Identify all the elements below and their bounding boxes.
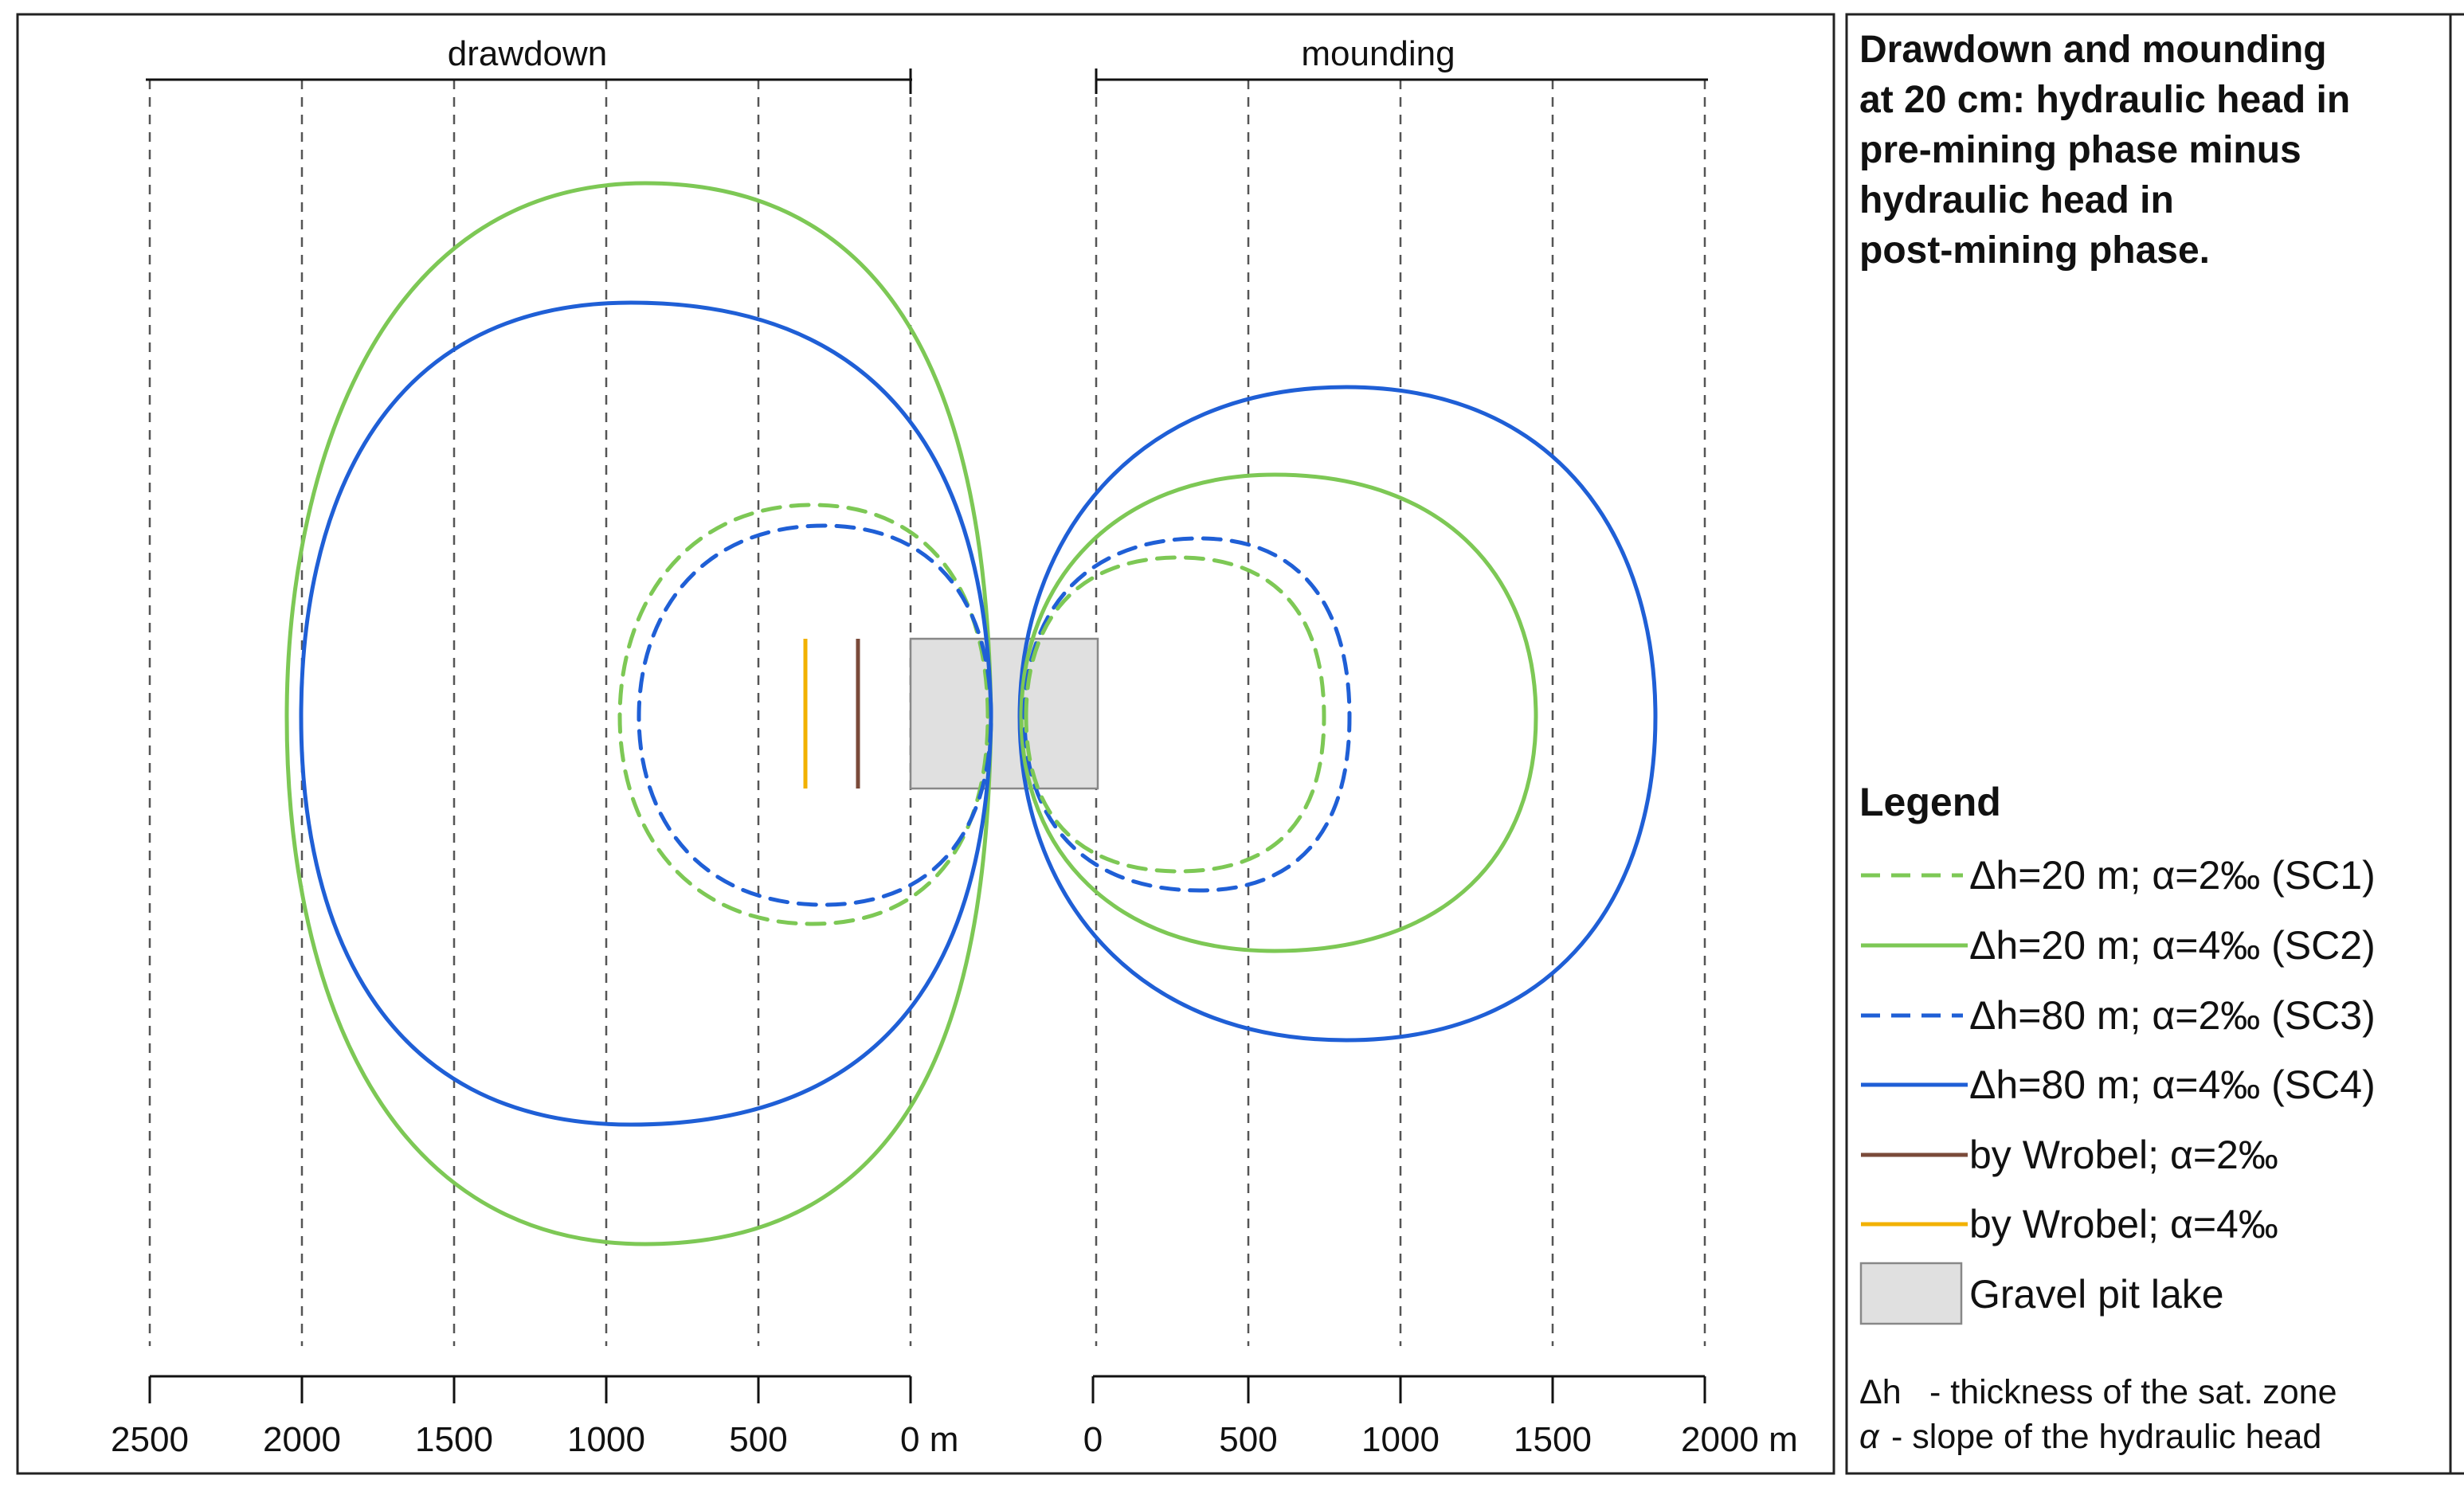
title-line: at 20 cm: hydraulic head in [1859, 79, 2350, 121]
sc1-mounding-contour [1024, 555, 1326, 874]
tick-label: 0 m [900, 1420, 958, 1459]
legend-item-sc2: Δh=20 m; α=4‰ (SC2) [1861, 923, 2376, 968]
tick-label: 0 [1083, 1420, 1103, 1459]
gravel-pit-lake [909, 637, 1099, 790]
title-line: Drawdown and mounding [1859, 29, 2327, 71]
tick-label: 500 [1219, 1420, 1277, 1459]
legend-label: Gravel pit lake [1969, 1272, 2224, 1317]
note-symbol: α [1859, 1418, 1880, 1456]
legend-label: by Wrobel; α=2‰ [1969, 1133, 2278, 1177]
drawdown-axis [148, 1375, 912, 1403]
legend-title: Legend [1859, 780, 2001, 824]
sc2-drawdown-contour [284, 181, 993, 1246]
sc3-drawdown-contour [637, 523, 993, 907]
title-line: hydraulic head in [1859, 179, 2174, 221]
title-line: post-mining phase. [1859, 229, 2210, 272]
legend-item-wrobel-4: by Wrobel; α=4‰ [1861, 1202, 2278, 1246]
note-text: - thickness of the sat. zone [1929, 1373, 2337, 1411]
mounding-bracket [1095, 68, 1708, 94]
legend-item-sc3: Δh=80 m; α=2‰ (SC3) [1861, 993, 2376, 1038]
drawdown-tick-labels: 2500 2000 1500 1000 500 0 m [111, 1420, 958, 1459]
legend-item-sc1: Δh=20 m; α=2‰ (SC1) [1861, 853, 2376, 898]
legend-item-sc4: Δh=80 m; α=4‰ (SC4) [1861, 1062, 2376, 1107]
tick-label: 500 [729, 1420, 787, 1459]
title-line: pre-mining phase minus [1859, 129, 2301, 171]
sc1-drawdown-contour [617, 503, 990, 926]
mounding-axis [1091, 1375, 1706, 1403]
tick-label: 1000 [1361, 1420, 1440, 1459]
legend-label: Δh=80 m; α=2‰ (SC3) [1969, 993, 2376, 1038]
tick-label: 2500 [111, 1420, 189, 1459]
legend-label: Δh=80 m; α=4‰ (SC4) [1969, 1062, 2376, 1107]
drawdown-label: drawdown [448, 34, 608, 73]
tick-label: 1500 [1514, 1420, 1592, 1459]
legend-item-lake: Gravel pit lake [1859, 1262, 2224, 1325]
drawdown-bracket [146, 68, 912, 94]
note-text: - slope of the hydraulic head [1891, 1418, 2321, 1456]
note-symbol: Δh [1859, 1373, 1902, 1411]
notes: Δh - thickness of the sat. zone α - slop… [1859, 1373, 2337, 1456]
sc2-mounding-contour [1019, 472, 1538, 953]
sc3-mounding-contour [1022, 536, 1352, 893]
legend-label: Δh=20 m; α=4‰ (SC2) [1969, 923, 2376, 968]
plot-frame [16, 13, 1835, 1475]
mounding-tick-labels: 0 500 1000 1500 2000 m [1083, 1420, 1798, 1459]
mounding-label: mounding [1301, 34, 1455, 73]
figure-title: Drawdown and mounding at 20 cm: hydrauli… [1859, 29, 2350, 272]
legend-label: Δh=20 m; α=2‰ (SC1) [1969, 853, 2376, 898]
legend-label: by Wrobel; α=4‰ [1969, 1202, 2278, 1246]
tick-label: 2000 m [1681, 1420, 1798, 1459]
tick-label: 2000 [263, 1420, 341, 1459]
sc4-mounding-contour [1017, 385, 1658, 1043]
legend-item-wrobel-2: by Wrobel; α=2‰ [1861, 1133, 2278, 1177]
tick-label: 1500 [415, 1420, 493, 1459]
sc4-drawdown-contour [299, 300, 993, 1127]
tick-label: 1000 [567, 1420, 645, 1459]
